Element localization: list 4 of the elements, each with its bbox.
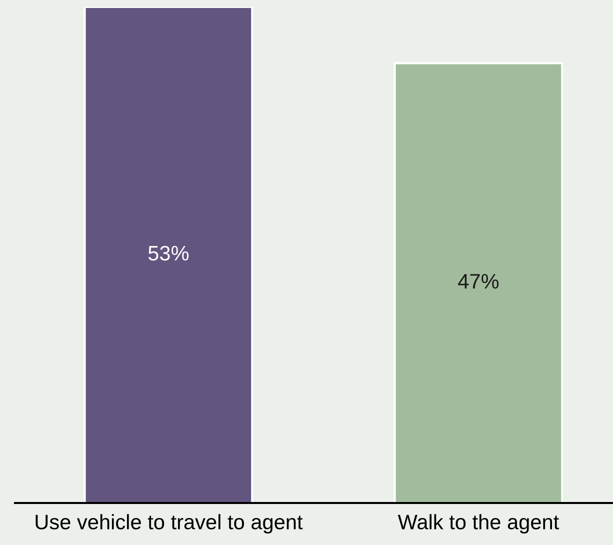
- data-label: 47%: [458, 274, 499, 289]
- x-tick-label: Walk to the agent: [398, 514, 559, 534]
- data-label: 53%: [148, 246, 189, 261]
- x-tick-label: Use vehicle to travel to agent: [36, 514, 303, 534]
